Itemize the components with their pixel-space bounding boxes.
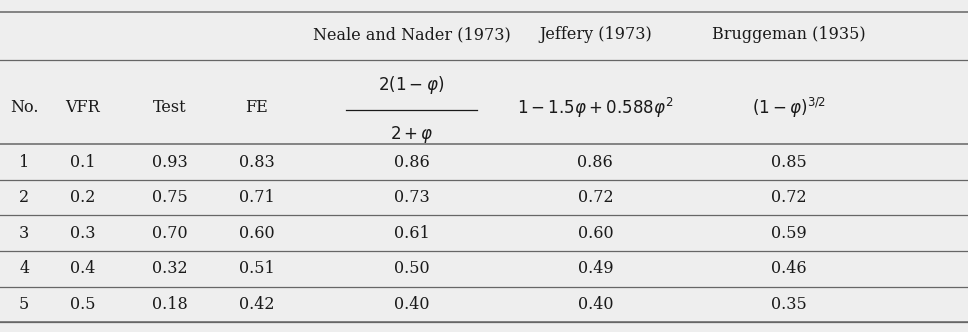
Text: 0.59: 0.59 — [771, 225, 806, 242]
Text: 0.1: 0.1 — [70, 154, 95, 171]
Text: Jeffery (1973): Jeffery (1973) — [539, 26, 651, 43]
Text: 0.83: 0.83 — [239, 154, 274, 171]
Text: 2: 2 — [19, 189, 29, 206]
Text: 0.51: 0.51 — [239, 260, 274, 277]
Text: 0.18: 0.18 — [152, 296, 187, 313]
Text: 0.4: 0.4 — [70, 260, 95, 277]
Text: 0.42: 0.42 — [239, 296, 274, 313]
Text: 0.32: 0.32 — [152, 260, 187, 277]
Text: 1: 1 — [19, 154, 29, 171]
Text: 0.2: 0.2 — [70, 189, 95, 206]
Text: Neale and Nader (1973): Neale and Nader (1973) — [313, 26, 510, 43]
Text: 4: 4 — [19, 260, 29, 277]
Text: 0.60: 0.60 — [578, 225, 613, 242]
Text: FE: FE — [245, 99, 268, 117]
Text: $1-1.5\varphi+0.588\varphi^{2}$: $1-1.5\varphi+0.588\varphi^{2}$ — [517, 96, 674, 120]
Text: 0.46: 0.46 — [771, 260, 806, 277]
Text: 0.40: 0.40 — [578, 296, 613, 313]
Text: 0.61: 0.61 — [394, 225, 429, 242]
Text: 0.3: 0.3 — [70, 225, 95, 242]
Text: 0.86: 0.86 — [394, 154, 429, 171]
Text: 0.70: 0.70 — [152, 225, 187, 242]
Text: 0.73: 0.73 — [394, 189, 429, 206]
Text: 0.35: 0.35 — [771, 296, 806, 313]
Text: 3: 3 — [19, 225, 29, 242]
Text: 0.72: 0.72 — [578, 189, 613, 206]
Text: $2+\varphi$: $2+\varphi$ — [389, 124, 434, 145]
Text: 0.71: 0.71 — [239, 189, 274, 206]
Text: $2(1-\varphi)$: $2(1-\varphi)$ — [378, 74, 444, 96]
Text: 0.72: 0.72 — [771, 189, 806, 206]
Text: $(1-\varphi)^{3/2}$: $(1-\varphi)^{3/2}$ — [752, 96, 826, 120]
Text: 0.60: 0.60 — [239, 225, 274, 242]
Text: 0.40: 0.40 — [394, 296, 429, 313]
Text: No.: No. — [10, 99, 39, 117]
Text: VFR: VFR — [65, 99, 100, 117]
Text: 5: 5 — [19, 296, 29, 313]
Text: 0.75: 0.75 — [152, 189, 187, 206]
Text: 0.49: 0.49 — [578, 260, 613, 277]
Text: Bruggeman (1935): Bruggeman (1935) — [712, 26, 865, 43]
Text: Test: Test — [153, 99, 186, 117]
Text: 0.50: 0.50 — [394, 260, 429, 277]
Text: 0.93: 0.93 — [152, 154, 187, 171]
Text: 0.85: 0.85 — [771, 154, 806, 171]
Text: 0.86: 0.86 — [578, 154, 613, 171]
Text: 0.5: 0.5 — [70, 296, 95, 313]
